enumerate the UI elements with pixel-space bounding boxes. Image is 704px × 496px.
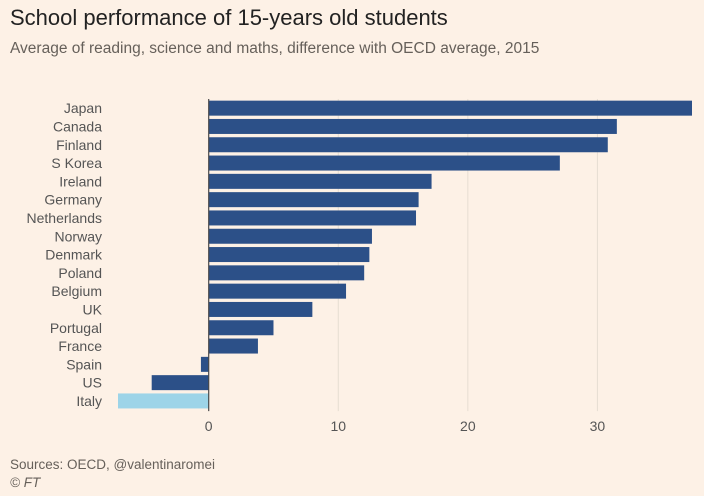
category-label: Finland (56, 137, 102, 153)
bar-canada (208, 118, 617, 134)
chart-subtitle: Average of reading, science and maths, d… (10, 40, 540, 57)
bar-denmark (208, 247, 370, 263)
bar-us (151, 375, 209, 391)
x-tick-label: 0 (205, 418, 213, 434)
category-label: S Korea (51, 155, 102, 171)
bars (118, 100, 692, 409)
category-label: Norway (55, 228, 102, 244)
category-label: Netherlands (27, 210, 103, 226)
category-labels: Japan Canada Finland S Korea Ireland Germany N… (27, 100, 103, 409)
bar-spain (200, 356, 209, 372)
category-label: Poland (58, 265, 102, 281)
bar-finland (208, 137, 608, 153)
x-tick-label: 10 (330, 418, 346, 434)
copyright-note: © FT (10, 475, 41, 490)
chart-title: School performance of 15-years old stude… (10, 5, 448, 30)
category-label: Belgium (51, 283, 102, 299)
bar-netherlands (208, 210, 417, 226)
category-label: Denmark (45, 247, 103, 263)
category-label: UK (83, 301, 103, 317)
bar-portugal (208, 320, 274, 336)
category-label: Spain (66, 356, 102, 372)
bar-japan (208, 100, 692, 116)
bar-germany (208, 192, 419, 208)
bar-france (208, 338, 258, 354)
category-label: France (58, 338, 102, 354)
category-label: Portugal (50, 320, 102, 336)
bar-s-korea (208, 155, 560, 171)
bar-poland (208, 265, 365, 281)
x-tick-label: 20 (460, 418, 476, 434)
category-label: Ireland (59, 173, 102, 189)
category-label: US (83, 375, 102, 391)
category-label: Japan (64, 100, 102, 116)
category-label: Italy (76, 393, 102, 409)
category-label: Germany (44, 192, 102, 208)
bar-ireland (208, 173, 432, 189)
x-tick-label: 30 (590, 418, 606, 434)
x-tick-labels: 0 10 20 30 (205, 418, 606, 434)
bar-belgium (208, 283, 347, 299)
category-label: Canada (53, 118, 102, 134)
bar-uk (208, 301, 313, 317)
source-note: Sources: OECD, @valentinaromei (10, 457, 216, 472)
bar-norway (208, 228, 372, 244)
bar-italy (118, 393, 209, 409)
